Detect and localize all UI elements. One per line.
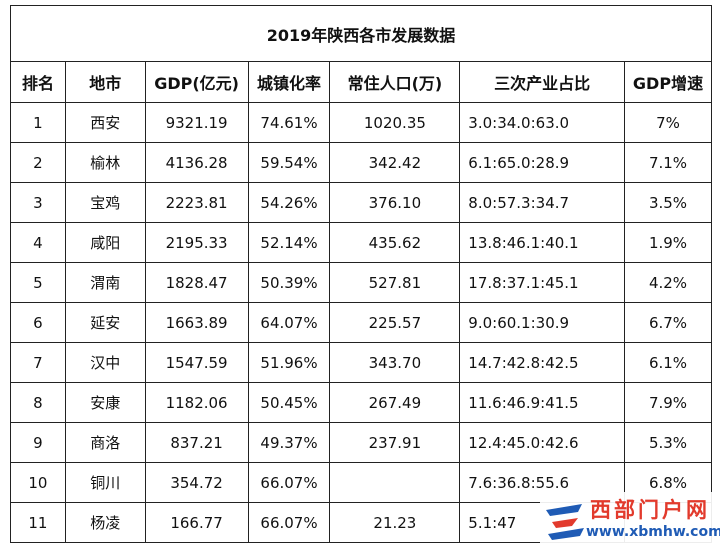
table-cell: 11 [10,502,66,543]
table-cell: 59.54% [247,142,331,183]
table-cell: 11.6:46.9:41.5 [459,382,625,423]
table-cell: 6 [10,302,66,343]
table-row: 7 汉中 1547.59 51.96% 343.70 14.7:42.8:42.5 6.1% [10,342,712,383]
table-cell: 54.26% [247,182,331,223]
table-cell: 2223.81 [144,182,249,223]
table-cell: 527.81 [329,262,461,303]
table-cell: 渭南 [64,262,146,303]
table-cell: 376.10 [329,182,461,223]
table-cell: 6.1:65.0:28.9 [459,142,625,183]
table-cell: 榆林 [64,142,146,183]
table-cell: 7 [10,342,66,383]
table-cell: 4.2% [624,262,712,303]
table-cell: 354.72 [144,462,249,503]
table-cell: 5.3% [624,422,712,463]
table-cell: 5 [10,262,66,303]
table-cell: 2195.33 [144,222,249,263]
table-cell: 49.37% [247,422,331,463]
table-cell: 宝鸡 [64,182,146,223]
table-cell: 杨凌 [64,502,146,543]
table-cell: 2 [10,142,66,183]
table-cell: 14.7:42.8:42.5 [459,342,625,383]
table-cell: 8 [10,382,66,423]
table-cell: 6.7% [624,302,712,343]
header-cell: 三次产业占比 [459,61,625,103]
table-cell: 1828.47 [144,262,249,303]
table-cell: 4 [10,222,66,263]
data-table: 2019年陕西各市发展数据 排名 地市 GDP(亿元) 城镇化率 常住人口(万) 三次产业… [10,5,712,543]
table-cell: 237.91 [329,422,461,463]
table-body: 1 西安 9321.19 74.61% 1020.35 3.0:34.0:63.0 7% 2 榆… [10,102,712,543]
header-cell: GDP(亿元) [144,61,249,103]
watermark: 西部门户网 www.xbmhw.com [540,492,720,550]
table-cell: 4136.28 [144,142,249,183]
table-cell: 166.77 [144,502,249,543]
table-row: 3 宝鸡 2223.81 54.26% 376.10 8.0:57.3:34.7 3.5% [10,182,712,223]
header-cell: 常住人口(万) [329,61,461,103]
table-cell: 汉中 [64,342,146,383]
table-cell [329,462,461,503]
table-title: 2019年陕西各市发展数据 [10,5,712,62]
table-cell: 7.9% [624,382,712,423]
table-row: 2 榆林 4136.28 59.54% 342.42 6.1:65.0:28.9 7.1% [10,142,712,183]
table-cell: 7% [624,102,712,143]
header-cell: 城镇化率 [247,61,331,103]
table-cell: 1020.35 [329,102,461,143]
table-cell: 9 [10,422,66,463]
table-cell: 咸阳 [64,222,146,263]
table-cell: 66.07% [247,502,331,543]
watermark-name: 西部门户网 [590,498,710,522]
table-cell: 安康 [64,382,146,423]
table-cell: 10 [10,462,66,503]
table-cell: 52.14% [247,222,331,263]
table-row: 4 咸阳 2195.33 52.14% 435.62 13.8:46.1:40.1 1.9% [10,222,712,263]
table-cell: 3.0:34.0:63.0 [459,102,625,143]
table-cell: 商洛 [64,422,146,463]
table-row: 6 延安 1663.89 64.07% 225.57 9.0:60.1:30.9 6.7% [10,302,712,343]
table-cell: 1663.89 [144,302,249,343]
table-row: 5 渭南 1828.47 50.39% 527.81 17.8:37.1:45.1 4.2% [10,262,712,303]
table-cell: 343.70 [329,342,461,383]
table-cell: 74.61% [247,102,331,143]
table-cell: 225.57 [329,302,461,343]
table-cell: 837.21 [144,422,249,463]
table-cell: 267.49 [329,382,461,423]
table-cell: 6.1% [624,342,712,383]
table-cell: 66.07% [247,462,331,503]
table-cell: 7.1% [624,142,712,183]
table-cell: 3.5% [624,182,712,223]
table-cell: 铜川 [64,462,146,503]
table-cell: 17.8:37.1:45.1 [459,262,625,303]
header-cell: 地市 [64,61,146,103]
table-cell: 1547.59 [144,342,249,383]
table-row: 9 商洛 837.21 49.37% 237.91 12.4:45.0:42.6 5.3% [10,422,712,463]
table-cell: 12.4:45.0:42.6 [459,422,625,463]
table-cell: 8.0:57.3:34.7 [459,182,625,223]
table-cell: 64.07% [247,302,331,343]
table-cell: 9.0:60.1:30.9 [459,302,625,343]
table-cell: 13.8:46.1:40.1 [459,222,625,263]
table-row: 1 西安 9321.19 74.61% 1020.35 3.0:34.0:63.0 7% [10,102,712,143]
table-cell: 9321.19 [144,102,249,143]
table-cell: 21.23 [329,502,461,543]
table-row: 8 安康 1182.06 50.45% 267.49 11.6:46.9:41.5 7.9% [10,382,712,423]
table-cell: 51.96% [247,342,331,383]
table-cell: 西安 [64,102,146,143]
table-cell: 1 [10,102,66,143]
table-cell: 50.45% [247,382,331,423]
watermark-url: www.xbmhw.com [586,524,720,540]
table-cell: 342.42 [329,142,461,183]
table-cell: 50.39% [247,262,331,303]
table-row: 10 铜川 354.72 66.07% 7.6:36.8:55.6 6.8% [10,462,712,503]
table-cell: 1182.06 [144,382,249,423]
watermark-logo [546,504,584,540]
table-cell: 435.62 [329,222,461,263]
header-cell: 排名 [10,61,66,103]
table-cell: 1.9% [624,222,712,263]
header-cell: GDP增速 [624,61,712,103]
header-row: 排名 地市 GDP(亿元) 城镇化率 常住人口(万) 三次产业占比 GDP增速 [10,61,712,103]
table-cell: 延安 [64,302,146,343]
table-cell: 3 [10,182,66,223]
